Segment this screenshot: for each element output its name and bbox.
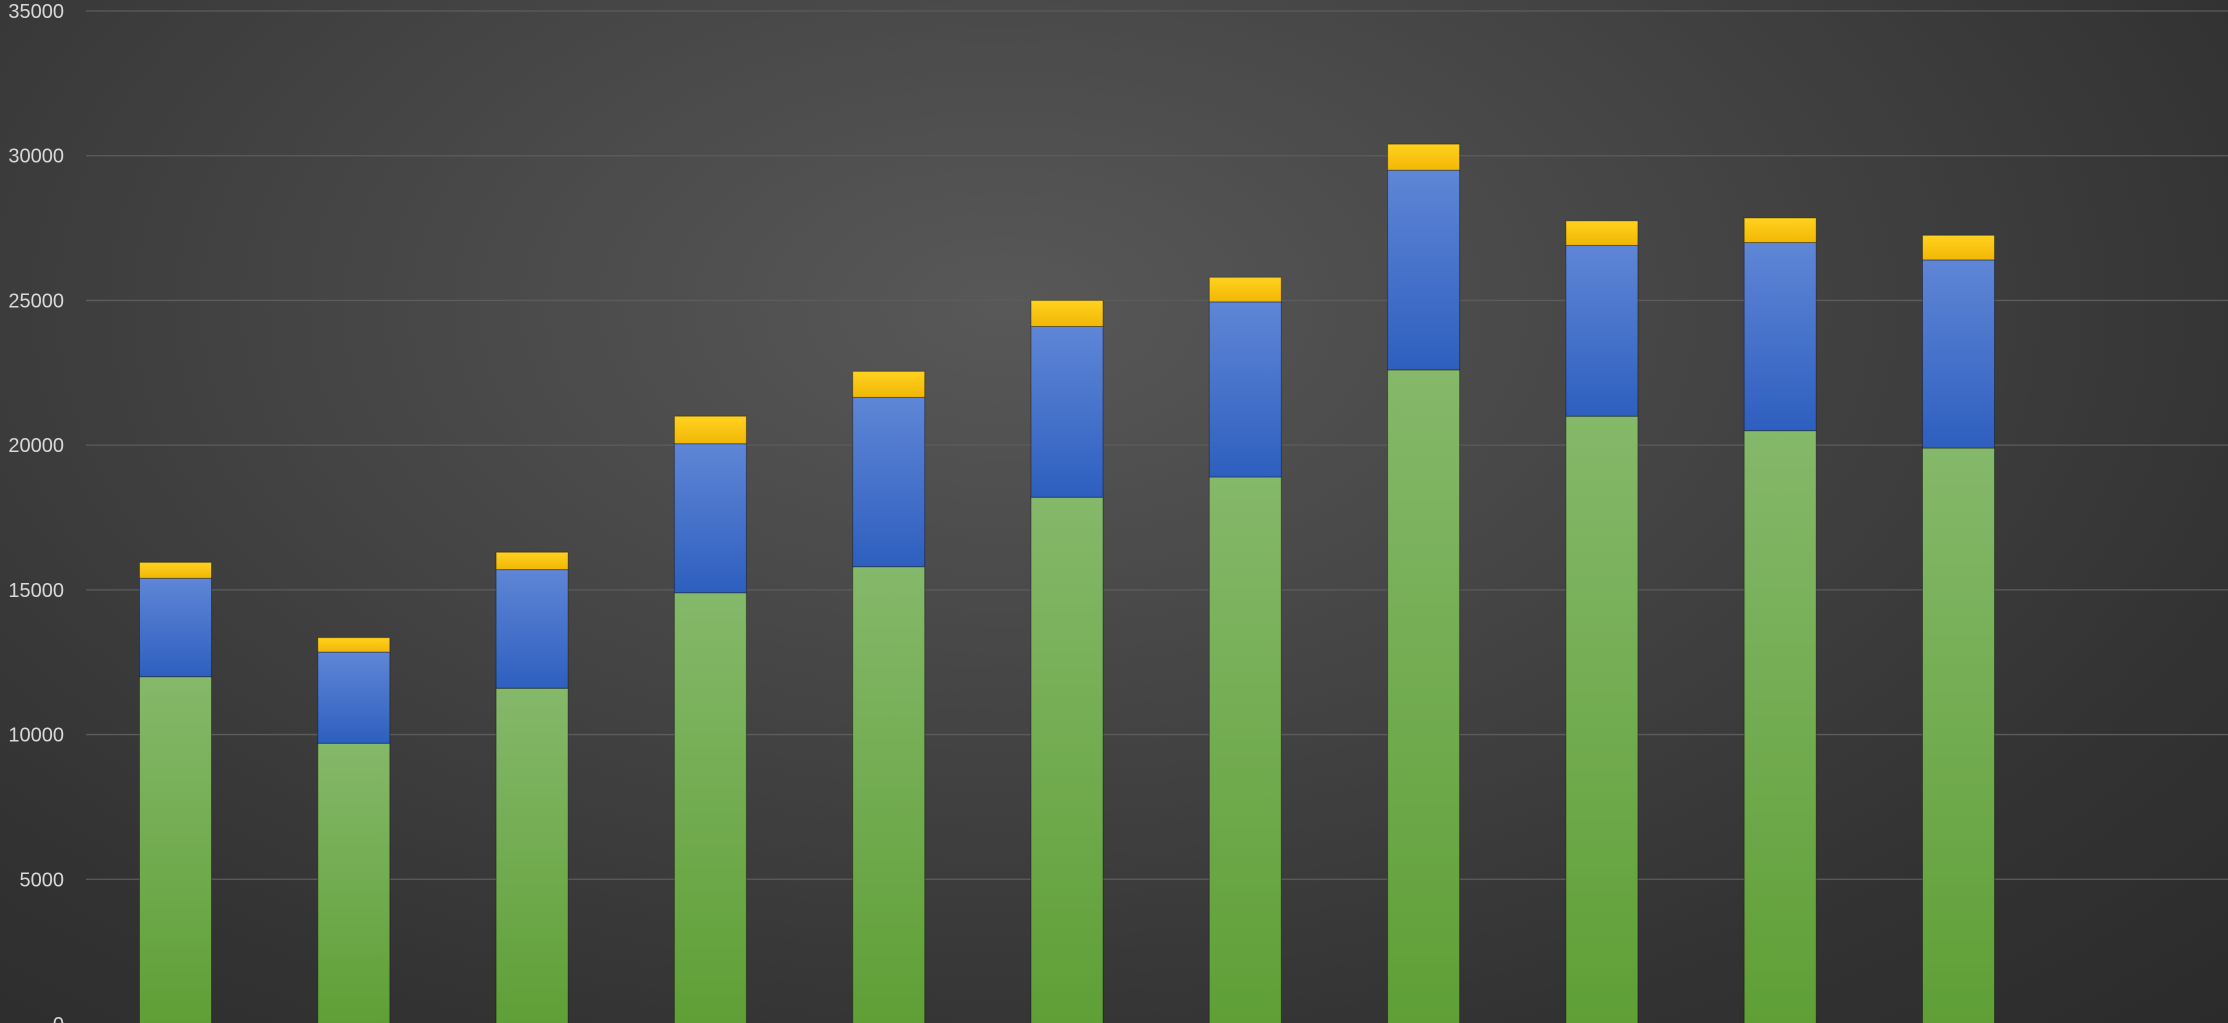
bar-segment-series3-bar1 xyxy=(139,561,212,579)
bar-segment-series1-bar10 xyxy=(1743,430,1817,1023)
bar-segment-series1-bar1 xyxy=(139,676,212,1023)
bar-segment-series2-bar1 xyxy=(139,577,212,678)
bar-segment-series2-bar6 xyxy=(1030,325,1104,498)
bar-segment-series3-bar10 xyxy=(1743,217,1817,244)
y-tick-label: 5000 xyxy=(20,869,65,891)
bar-segment-series1-bar5 xyxy=(852,566,926,1023)
bar-segment-series1-bar8 xyxy=(1387,369,1461,1023)
y-tick-label: 25000 xyxy=(8,290,64,312)
bar-segment-series2-bar10 xyxy=(1743,242,1817,432)
gridlines xyxy=(86,10,2228,880)
bar-segment-series3-bar3 xyxy=(495,551,569,571)
y-tick-label: 20000 xyxy=(8,435,64,457)
bar-segment-series3-bar5 xyxy=(852,370,926,398)
bar-segment-series1-bar11 xyxy=(1922,447,1995,1023)
bar-segment-series1-bar4 xyxy=(673,592,747,1023)
bar-segment-series3-bar6 xyxy=(1030,299,1104,327)
bar-segment-series2-bar7 xyxy=(1208,301,1282,478)
bar-segment-series3-bar11 xyxy=(1922,234,1995,261)
y-tick-label: 35000 xyxy=(8,1,64,23)
y-tick-label: 0 xyxy=(53,1014,64,1023)
bar-segment-series1-bar3 xyxy=(495,687,569,1023)
bar-segment-series2-bar9 xyxy=(1565,244,1639,417)
bar-segment-series2-bar4 xyxy=(673,443,747,594)
bar-segment-series2-bar5 xyxy=(852,396,926,568)
bar-segment-series1-bar6 xyxy=(1030,496,1104,1023)
bar-segment-series2-bar3 xyxy=(495,569,569,689)
bar-segment-series3-bar7 xyxy=(1208,276,1282,303)
bar-segment-series1-bar9 xyxy=(1565,415,1639,1023)
bar-segment-series3-bar2 xyxy=(317,637,391,653)
bar-segment-series2-bar11 xyxy=(1922,259,1995,449)
bar-segment-series1-bar7 xyxy=(1208,476,1282,1023)
bar-segment-series3-bar4 xyxy=(673,415,747,445)
bars xyxy=(139,143,1995,1023)
y-tick-label: 10000 xyxy=(8,725,64,747)
y-tick-label: 30000 xyxy=(8,146,64,168)
bar-segment-series2-bar2 xyxy=(317,651,391,744)
bar-segment-series2-bar8 xyxy=(1387,169,1461,371)
y-axis-tick-labels: 0 5000 10000 15000 20000 25000 30000 35000 xyxy=(8,1,64,1023)
y-tick-label: 15000 xyxy=(8,580,64,602)
bar-segment-series3-bar9 xyxy=(1565,220,1639,246)
bar-segment-series1-bar2 xyxy=(317,742,391,1023)
bar-segment-series3-bar8 xyxy=(1387,143,1461,171)
